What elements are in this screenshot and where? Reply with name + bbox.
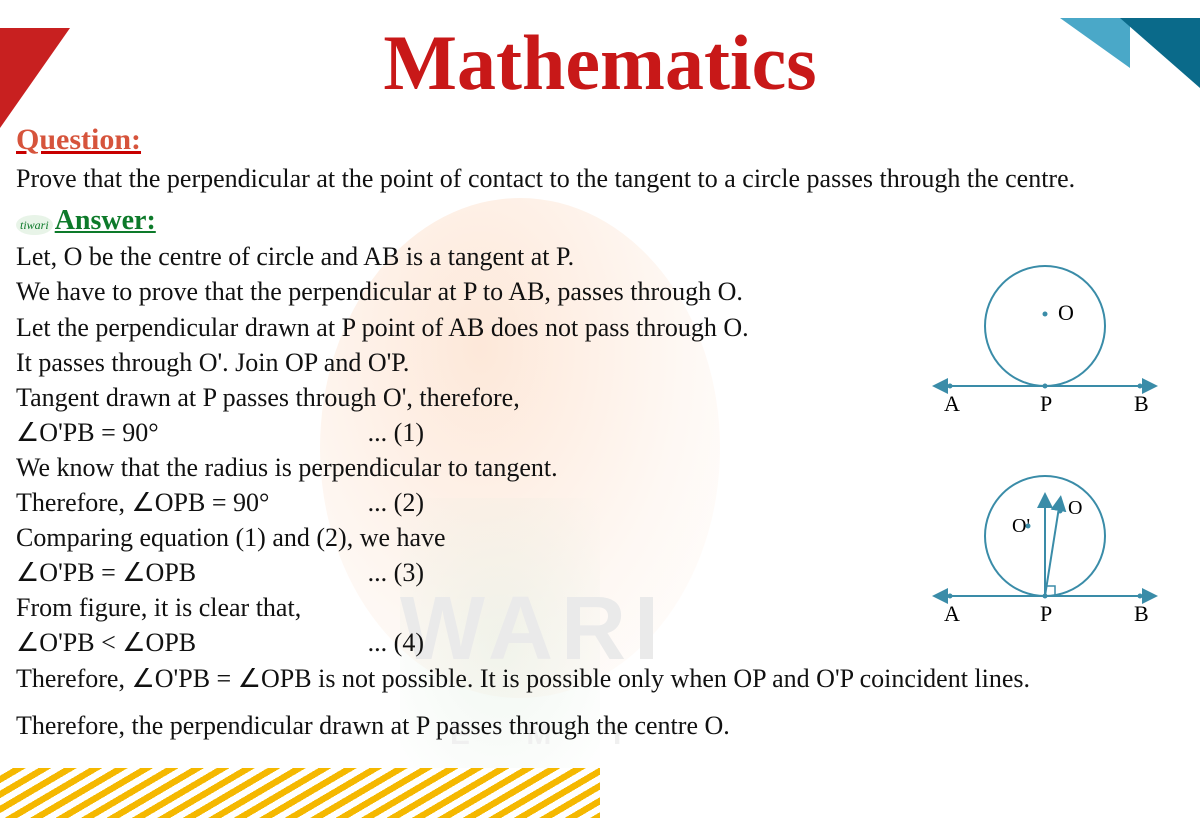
diagrams-container: O A P B O' O A P B	[920, 256, 1170, 641]
question-text: Prove that the perpendicular at the poin…	[16, 161, 1184, 196]
question-label: Question:	[16, 123, 141, 156]
eq3-expression: ∠O'PB = ∠OPB	[16, 555, 196, 590]
eq1-expression: ∠O'PB = 90°	[16, 415, 159, 450]
d1-P: P	[1040, 391, 1052, 416]
diagram-1: O A P B	[920, 256, 1170, 426]
yellow-stripes	[0, 768, 600, 818]
d1-B: B	[1134, 391, 1149, 416]
answer-label: Answer:	[55, 205, 156, 236]
answer-heading: tiwariAnswer:	[16, 202, 1184, 240]
question-heading: Question:	[16, 120, 1184, 161]
eq2-expression: Therefore, ∠OPB = 90°	[16, 485, 269, 520]
page-title: Mathematics	[0, 18, 1200, 108]
answer-l9: Therefore, ∠O'PB = ∠OPB is not possible.…	[16, 661, 1184, 696]
eq4-expression: ∠O'PB < ∠OPB	[16, 625, 196, 660]
d2-B: B	[1134, 601, 1149, 626]
d2-Oprime: O'	[1012, 515, 1030, 537]
diagram-2: O' O A P B	[920, 466, 1170, 641]
d2-P: P	[1040, 601, 1052, 626]
d1-O: O	[1058, 300, 1074, 325]
answer-l10: Therefore, the perpendicular drawn at P …	[16, 708, 1184, 743]
d1-A: A	[944, 391, 960, 416]
d2-A: A	[944, 601, 960, 626]
d2-O: O	[1068, 497, 1082, 519]
tiwari-logo: tiwari	[16, 215, 53, 235]
